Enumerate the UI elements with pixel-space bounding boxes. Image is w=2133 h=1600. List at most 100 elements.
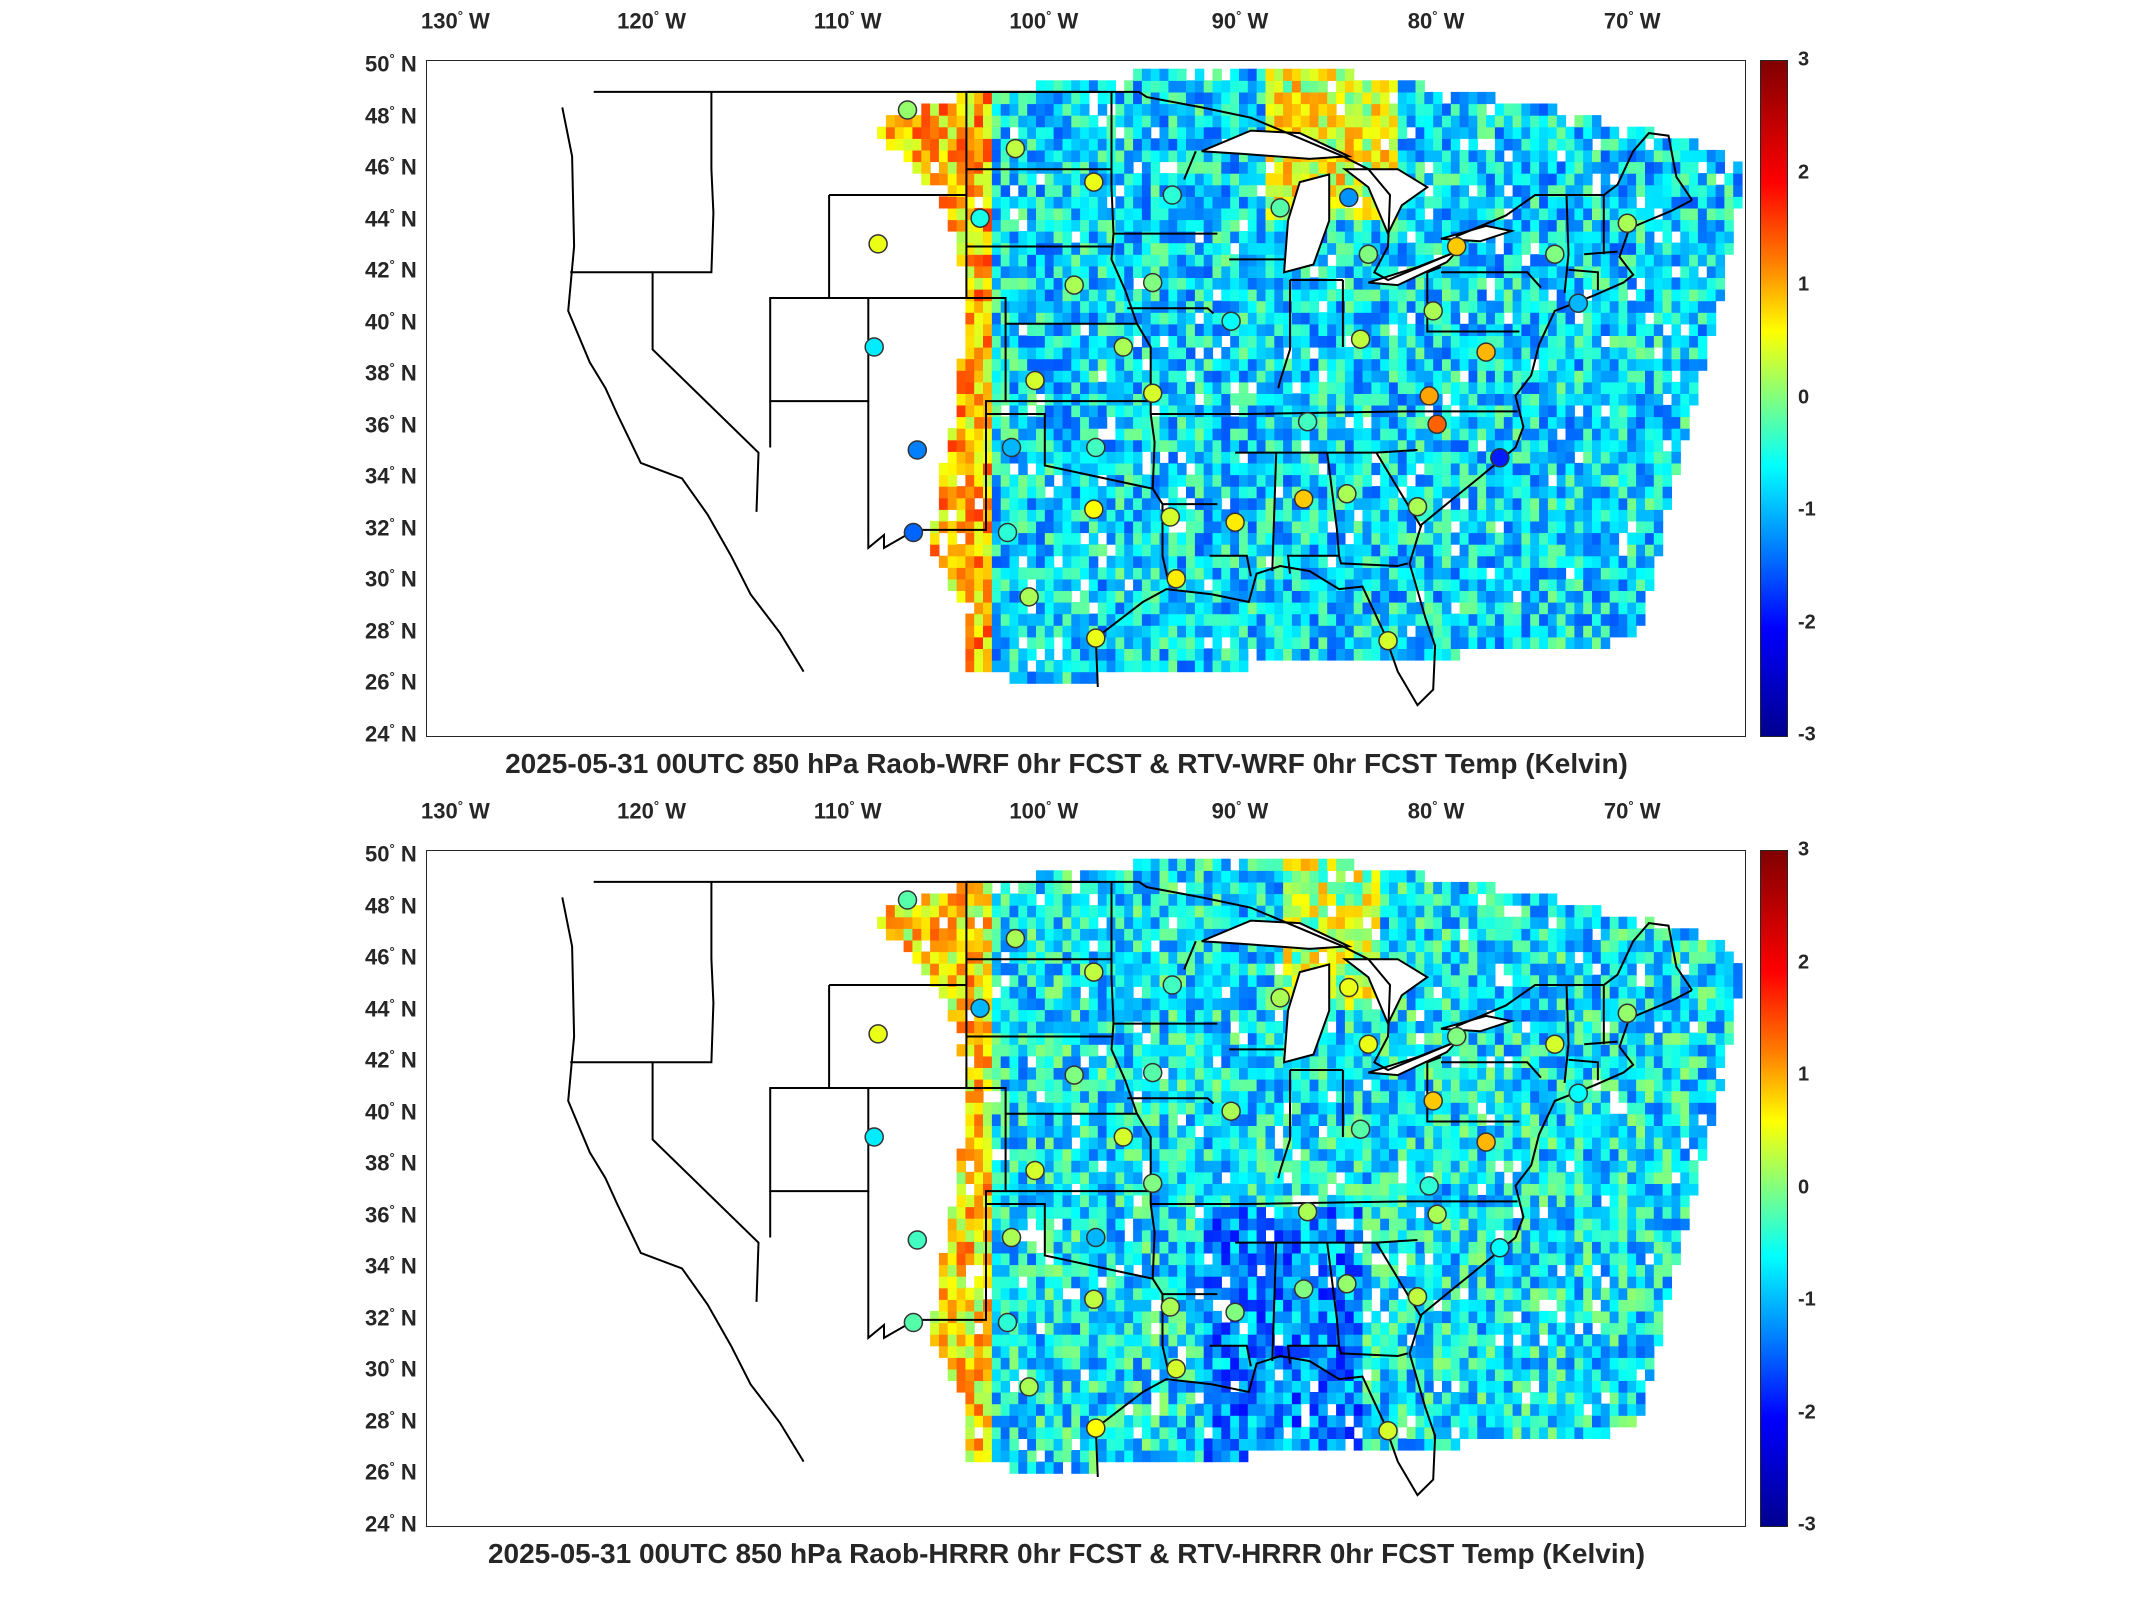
- raob-station-marker: [1270, 988, 1290, 1008]
- raob-station-marker: [1617, 213, 1638, 234]
- raob-station-marker: [1064, 275, 1084, 295]
- state-boundary: [1441, 1061, 1542, 1079]
- raob-station-marker: [864, 337, 884, 357]
- raob-station-marker: [1337, 1274, 1357, 1294]
- state-boundary: [867, 91, 1007, 551]
- longitude-tick-label: 70° W: [1603, 8, 1661, 34]
- state-boundary: [1584, 1040, 1618, 1046]
- state-boundary: [1584, 250, 1618, 256]
- raob-station-marker: [1005, 928, 1026, 949]
- state-boundary: [1246, 1200, 1518, 1205]
- latitude-tick-label: 34° N: [365, 463, 417, 489]
- raob-station-marker: [1568, 1083, 1589, 1103]
- raob-station-marker: [1407, 1286, 1428, 1307]
- raob-station-marker: [1358, 1034, 1379, 1054]
- raob-station-marker: [1084, 962, 1104, 982]
- map-title: 2025-05-31 00UTC 850 hPa Raob-WRF 0hr FC…: [505, 748, 1628, 779]
- latitude-tick-label: 38° N: [365, 360, 417, 386]
- raob-station-marker: [1617, 1003, 1638, 1024]
- raob-station-marker: [903, 522, 924, 543]
- raob-station-marker: [1084, 499, 1104, 520]
- state-boundary: [1183, 150, 1197, 180]
- longitude-tick-label: 80° W: [1407, 8, 1465, 34]
- raob-station-marker: [1142, 383, 1163, 404]
- raob-station-marker: [1350, 1119, 1371, 1139]
- latitude-tick-label: 26° N: [365, 669, 417, 695]
- state-boundary: [1338, 1345, 1408, 1358]
- latitude-tick-label: 50° N: [365, 841, 417, 867]
- raob-station-marker: [1423, 301, 1443, 321]
- great-lake-outline: [1201, 919, 1353, 950]
- state-boundary: [1277, 280, 1291, 389]
- raob-station-marker: [1358, 244, 1379, 264]
- great-lake-outline: [1282, 173, 1331, 274]
- raob-station-marker: [1113, 1127, 1134, 1147]
- raob-station-marker: [1019, 1377, 1039, 1397]
- raob-station-marker: [1142, 1062, 1163, 1083]
- raob-station-marker: [1084, 172, 1104, 192]
- raob-station-marker: [1025, 1160, 1045, 1181]
- latitude-tick-label: 48° N: [365, 892, 417, 918]
- longitude-tick-label: 100° W: [1009, 798, 1079, 824]
- temperature-difference-map: [561, 68, 1743, 707]
- raob-station-marker: [997, 522, 1018, 543]
- raob-station-marker: [1001, 437, 1022, 458]
- raob-station-marker: [1378, 630, 1398, 651]
- state-boundary: [1426, 266, 1442, 274]
- state-boundary: [1110, 881, 1156, 1279]
- map-frame: [426, 850, 1746, 1527]
- state-boundary: [1209, 554, 1252, 577]
- raob-station-marker: [1084, 1289, 1104, 1310]
- raob-station-marker: [1160, 1297, 1181, 1317]
- raob-station-marker: [1225, 512, 1245, 532]
- state-boundary: [1127, 307, 1215, 315]
- state-boundary: [1426, 1062, 1520, 1123]
- map-title: 2025-05-31 00UTC 850 hPa Raob-HRRR 0hr F…: [487, 1538, 1646, 1569]
- raob-station-marker: [1005, 138, 1026, 159]
- colorbar-tick-label: 0: [1798, 1176, 1810, 1198]
- colorbar-tick-label: 1: [1798, 1063, 1810, 1086]
- raob-station-marker: [1162, 185, 1183, 205]
- longitude-tick-label: 100° W: [1009, 8, 1079, 34]
- state-boundary: [1426, 1056, 1442, 1064]
- state-boundary: [1127, 1097, 1215, 1105]
- raob-station-marker: [1476, 342, 1496, 362]
- raob-station-marker: [1225, 1302, 1245, 1322]
- state-boundary: [1426, 272, 1520, 333]
- latitude-tick-label: 30° N: [365, 566, 417, 592]
- latitude-tick-label: 38° N: [365, 1150, 417, 1176]
- raob-station-marker: [1086, 1418, 1106, 1438]
- raob-station-marker: [1490, 448, 1510, 468]
- state-boundary: [1277, 1070, 1291, 1179]
- longitude-tick-label: 130° W: [421, 8, 490, 34]
- latitude-tick-label: 36° N: [365, 411, 417, 438]
- west-coastline: [561, 107, 805, 673]
- state-boundary: [1183, 940, 1197, 970]
- latitude-tick-label: 46° N: [365, 944, 417, 970]
- great-lake-outline: [1341, 168, 1430, 237]
- latitude-tick-label: 36° N: [365, 1201, 417, 1228]
- raob-station-marker: [1001, 1227, 1022, 1248]
- raob-station-marker: [1407, 496, 1428, 517]
- colorbar-tick-label: 1: [1798, 273, 1810, 296]
- raob-station-marker: [868, 1024, 888, 1044]
- longitude-tick-label: 90° W: [1211, 798, 1269, 824]
- state-boundary: [1110, 91, 1156, 489]
- latitude-tick-label: 30° N: [365, 1356, 417, 1382]
- great-lake-outline: [1282, 963, 1331, 1064]
- raob-station-marker: [1476, 1132, 1496, 1152]
- raob-station-marker: [1086, 1227, 1106, 1248]
- raob-station-marker: [1221, 311, 1241, 331]
- raob-station-marker: [1545, 244, 1565, 264]
- east-gulf-coastline: [1094, 199, 1693, 707]
- great-lake-outline: [1368, 1040, 1458, 1077]
- latitude-tick-label: 24° N: [365, 1511, 417, 1537]
- latitude-tick-label: 32° N: [365, 1304, 417, 1331]
- raob-station-marker: [1166, 1359, 1186, 1379]
- longitude-tick-label: 130° W: [421, 798, 490, 824]
- raob-station-marker: [868, 234, 888, 254]
- state-boundary: [1441, 271, 1542, 289]
- canada-border: [593, 90, 1693, 282]
- state-boundary: [1209, 1344, 1252, 1367]
- raob-station-marker: [1293, 1279, 1314, 1299]
